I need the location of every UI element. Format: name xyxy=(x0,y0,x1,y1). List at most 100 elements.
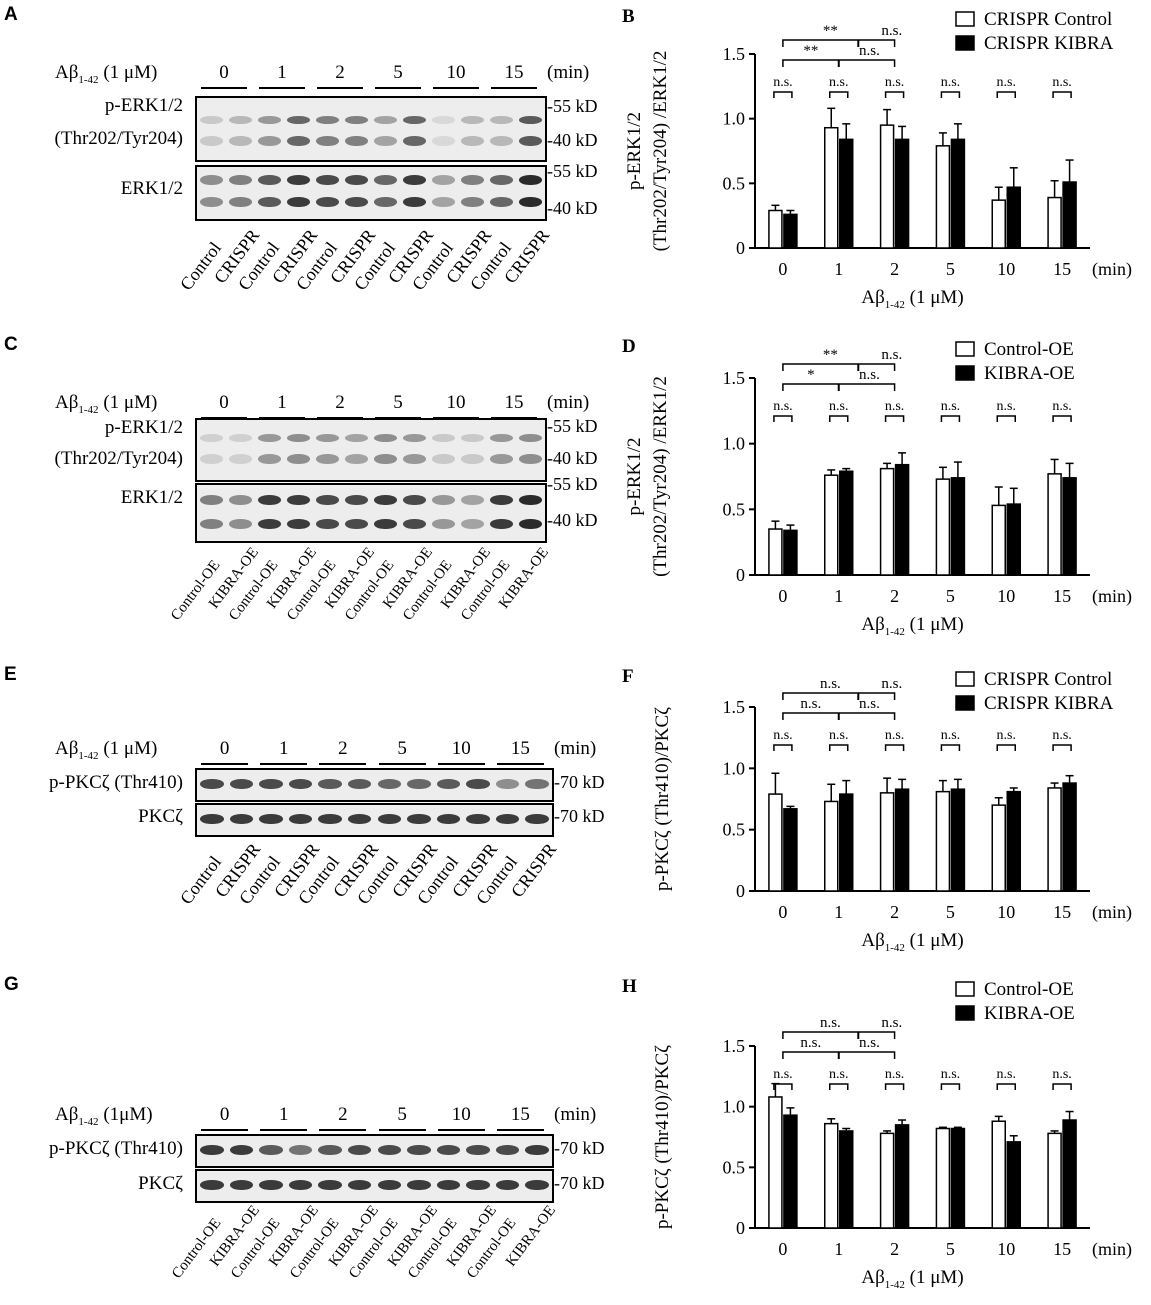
blot-band xyxy=(432,519,455,529)
bracket-significance: * xyxy=(807,367,815,383)
blot-band xyxy=(287,197,310,207)
blot-band xyxy=(316,434,339,442)
pair-bracket xyxy=(1052,1083,1072,1090)
blot-band xyxy=(461,495,484,505)
pair-bracket xyxy=(773,1083,793,1090)
treatment-name: Aβ xyxy=(55,392,79,413)
legend-swatch xyxy=(955,981,975,997)
x-axis-label: Aβ1-42 (1 μM) xyxy=(861,1267,963,1291)
legend-label: Control-OE xyxy=(984,339,1074,360)
bar xyxy=(1006,503,1021,576)
panel-letter: D xyxy=(622,336,636,357)
blot-band xyxy=(461,519,484,529)
bar xyxy=(894,1124,910,1229)
pair-significance: n.s. xyxy=(941,1067,960,1082)
pair-significance: n.s. xyxy=(773,75,792,90)
time-unit: (min) xyxy=(547,62,590,83)
size-marker: -55 kD xyxy=(547,474,598,494)
blot-band xyxy=(347,1145,372,1155)
bar xyxy=(894,788,910,892)
bar xyxy=(783,1114,798,1229)
x-unit-label: (min) xyxy=(1092,259,1132,280)
blot-band xyxy=(403,495,426,505)
time-label: 0 xyxy=(219,392,229,413)
blot-band xyxy=(403,197,426,207)
treatment-concentration: (1 μM) xyxy=(98,738,158,759)
y-tick-label: 1.0 xyxy=(723,758,746,778)
blot-panel-c: C Aβ1-42 (1 μM) 0 1 2 5 10 15 (min) p-ERK1/2 (Thr2… xyxy=(0,330,600,650)
size-marker: -70 kD xyxy=(554,806,605,826)
blot-band xyxy=(432,116,455,124)
time-underline xyxy=(496,1129,544,1131)
blot-row-label: p-PKCζ (Thr410) xyxy=(49,772,183,793)
x-tick-label: 2 xyxy=(890,586,899,606)
blot-band xyxy=(377,814,402,824)
blot-band xyxy=(490,434,513,442)
blot-band xyxy=(466,1145,490,1155)
x-label-sub: 1-42 xyxy=(885,1279,905,1291)
blot-band xyxy=(432,495,455,505)
blot-band xyxy=(490,116,513,124)
blot-row-label: ERK1/2 xyxy=(120,178,183,199)
x-label-tail: (1 μM) xyxy=(905,930,964,951)
bar xyxy=(1062,181,1077,249)
blot-row xyxy=(195,483,547,543)
bar-chart-h: H 0 0.5 1.0 1.5 p-PKCζ (Thr410)/PKCζ 0 n.s. 1 n.s… xyxy=(622,976,1132,1291)
comparison-bracket-upper xyxy=(782,692,896,700)
pair-significance: n.s. xyxy=(1052,399,1071,414)
blot-band xyxy=(200,434,223,442)
blot-band xyxy=(345,495,368,505)
blot-band xyxy=(436,779,461,789)
pair-significance: n.s. xyxy=(885,75,904,90)
size-marker: -40 kD xyxy=(547,510,598,530)
blot-band xyxy=(519,197,542,207)
x-tick-label: 15 xyxy=(1053,259,1071,279)
bar xyxy=(1047,1132,1062,1229)
time-label: 0 xyxy=(219,1104,230,1125)
pair-bracket xyxy=(773,415,793,422)
x-label-tail: (1 μM) xyxy=(905,1267,964,1288)
x-tick-label: 1 xyxy=(834,586,843,606)
size-marker: -70 kD xyxy=(554,772,605,792)
treatment-concentration: (1μM) xyxy=(98,1104,153,1125)
treatment-label: Aβ1-42 (1 μM) xyxy=(55,738,157,762)
blot-band xyxy=(287,495,310,505)
pair-significance: n.s. xyxy=(997,399,1016,414)
chart-panel-f: F 0 0.5 1.0 1.5 p-PKCζ (Thr410)/PKCζ 0 n.s. 1 n.s… xyxy=(600,660,1151,960)
bar-chart-b: B 0 0.5 1.0 1.5 p-ERK1/2 (Thr202/Tyr204) /ERK1… xyxy=(622,6,1132,311)
panel-letter: B xyxy=(622,6,635,27)
blot-row xyxy=(195,1134,554,1168)
blot-band xyxy=(200,454,223,464)
blot-band xyxy=(200,495,223,505)
pair-significance: n.s. xyxy=(997,75,1016,90)
x-label-tail: (1 μM) xyxy=(905,287,964,308)
y-tick-label: 1.5 xyxy=(723,697,746,717)
bar xyxy=(935,478,951,576)
legend-label: CRISPR KIBRA xyxy=(984,693,1114,714)
x-label-main: Aβ xyxy=(861,287,884,308)
blot-band xyxy=(374,116,397,124)
blot-band xyxy=(345,454,368,464)
blot-band xyxy=(200,116,223,124)
blot-band xyxy=(229,434,252,442)
pair-significance: n.s. xyxy=(773,728,792,743)
blot-band xyxy=(347,1180,372,1190)
legend-label: CRISPR KIBRA xyxy=(984,33,1114,54)
y-axis-label-line: p-ERK1/2 xyxy=(624,437,645,515)
blot-band xyxy=(403,454,426,464)
panel-letter: G xyxy=(4,974,19,995)
bar xyxy=(950,788,966,892)
blot-band xyxy=(490,175,513,185)
blot-row-label: p-ERK1/2 xyxy=(104,417,183,438)
size-marker: -40 kD xyxy=(547,448,598,468)
blot-band xyxy=(258,197,281,207)
blot-band xyxy=(345,116,368,124)
x-axis-label: Aβ1-42 (1 μM) xyxy=(861,614,963,638)
blot-band xyxy=(490,454,513,464)
time-label: 10 xyxy=(451,1104,471,1125)
blot-band xyxy=(259,1145,283,1155)
blot-band xyxy=(407,814,431,824)
blot-band xyxy=(259,1180,283,1190)
x-label-sub: 1-42 xyxy=(885,942,905,954)
bracket-significance: n.s. xyxy=(859,696,880,712)
